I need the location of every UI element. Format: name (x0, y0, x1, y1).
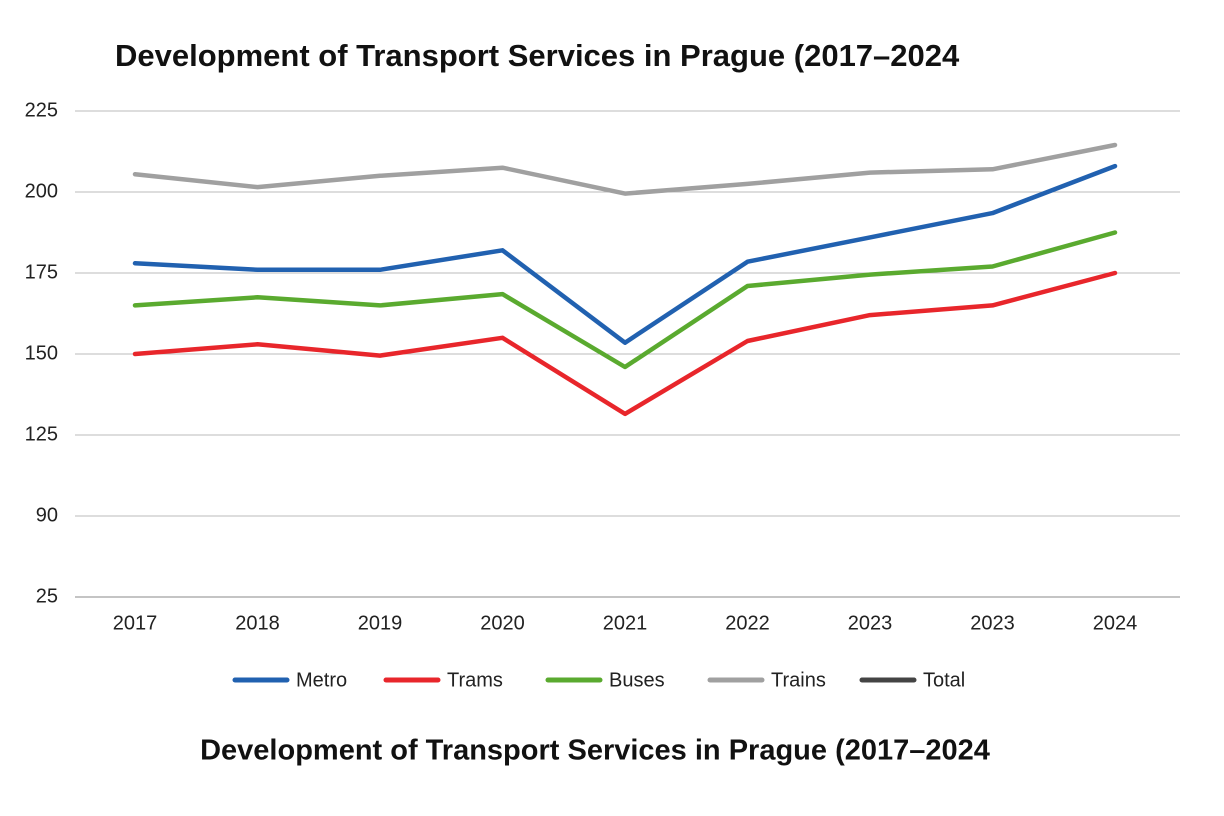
chart-caption: Development of Transport Services in Pra… (200, 735, 990, 767)
y-tick-label: 200 (25, 180, 58, 202)
series-line (132, 230, 1118, 370)
x-tick-label: 2024 (1093, 612, 1138, 634)
x-tick-label: 2018 (235, 612, 280, 634)
y-tick-label: 25 (36, 585, 58, 607)
y-tick-label: 150 (25, 342, 58, 364)
legend-label: Metro (296, 669, 347, 691)
series-line (132, 270, 1118, 417)
x-tick-label: 2023 (970, 612, 1015, 634)
series-line (132, 163, 1118, 345)
x-tick-label: 2022 (725, 612, 770, 634)
chart-title: Development of Transport Services in Pra… (115, 38, 960, 73)
y-tick-label: 90 (36, 504, 58, 526)
x-tick-label: 2017 (113, 612, 158, 634)
legend-label: Buses (609, 669, 665, 691)
series-line (132, 142, 1118, 196)
x-tick-label: 2020 (480, 612, 525, 634)
y-tick-label: 125 (25, 423, 58, 445)
y-tick-label: 175 (25, 261, 58, 283)
legend-label: Trains (771, 669, 826, 691)
legend-label: Total (923, 669, 965, 691)
y-tick-label: 225 (25, 99, 58, 121)
x-tick-label: 2023 (848, 612, 893, 634)
legend-label: Trams (447, 669, 503, 691)
x-tick-label: 2019 (358, 612, 403, 634)
x-tick-label: 2021 (603, 612, 648, 634)
